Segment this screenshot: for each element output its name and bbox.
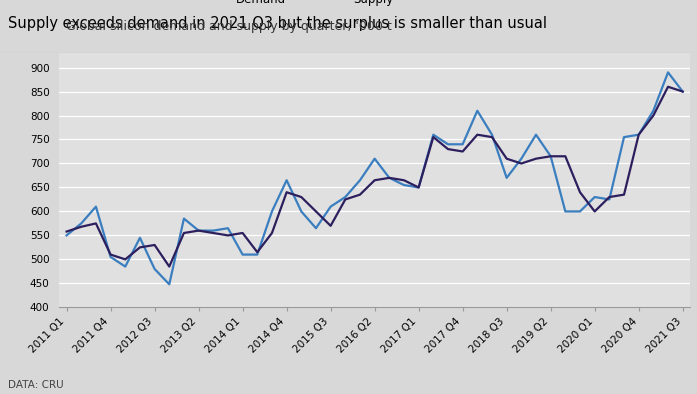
Demand (180, 230, 188, 235)
Supply (649, 108, 657, 113)
Demand (590, 209, 599, 214)
Demand (503, 156, 511, 161)
Demand (459, 149, 467, 154)
Supply (634, 132, 643, 137)
Demand (312, 209, 320, 214)
Supply (77, 221, 86, 226)
Demand (209, 230, 217, 235)
Demand (224, 233, 232, 238)
Supply (415, 185, 423, 190)
Demand (620, 192, 628, 197)
Demand (678, 89, 687, 94)
Text: DATA: CRU: DATA: CRU (8, 380, 64, 390)
Demand (77, 225, 86, 229)
Demand (326, 223, 335, 228)
Demand (385, 175, 394, 180)
Demand (634, 132, 643, 137)
Supply (503, 175, 511, 180)
Demand (165, 264, 174, 269)
Demand (415, 185, 423, 190)
Supply (664, 70, 672, 75)
Demand (136, 245, 144, 250)
Line: Supply: Supply (67, 72, 682, 284)
Supply (180, 216, 188, 221)
Demand (576, 190, 584, 195)
Supply (194, 228, 203, 233)
Demand (605, 195, 613, 199)
Demand (444, 147, 452, 151)
Supply (473, 108, 482, 113)
Demand (268, 230, 276, 235)
Supply (605, 197, 613, 202)
Demand (532, 156, 540, 161)
Supply (326, 204, 335, 209)
Supply (136, 236, 144, 240)
Supply (620, 135, 628, 139)
Demand (282, 190, 291, 195)
Supply (253, 252, 261, 257)
Supply (282, 178, 291, 183)
Supply (590, 195, 599, 199)
Text: Supply exceeds demand in 2021 Q3 but the surplus is smaller than usual: Supply exceeds demand in 2021 Q3 but the… (8, 17, 547, 32)
Demand (400, 178, 408, 183)
Line: Demand: Demand (67, 87, 682, 267)
Demand (238, 230, 247, 235)
Supply (444, 142, 452, 147)
Supply (63, 233, 71, 238)
Supply (92, 204, 100, 209)
Supply (429, 132, 438, 137)
Demand (92, 221, 100, 226)
Demand (546, 154, 555, 159)
Supply (678, 89, 687, 94)
Demand (517, 161, 526, 166)
Supply (561, 209, 569, 214)
Demand (297, 195, 305, 199)
Supply (107, 255, 115, 259)
Supply (546, 154, 555, 159)
Supply (576, 209, 584, 214)
Supply (224, 226, 232, 230)
Supply (517, 156, 526, 161)
Supply (488, 132, 496, 137)
Supply (209, 228, 217, 233)
Supply (165, 282, 174, 287)
Demand (341, 197, 349, 202)
Demand (429, 135, 438, 139)
Text: Global silicon demand and supply by quarter, '000 t: Global silicon demand and supply by quar… (66, 20, 391, 33)
Demand (107, 252, 115, 257)
Supply (238, 252, 247, 257)
Demand (488, 135, 496, 139)
Demand (355, 192, 364, 197)
Supply (268, 209, 276, 214)
Demand (253, 250, 261, 255)
Supply (355, 178, 364, 183)
Demand (649, 113, 657, 118)
Demand (561, 154, 569, 159)
Demand (664, 84, 672, 89)
Supply (297, 209, 305, 214)
Supply (400, 183, 408, 188)
Demand (63, 229, 71, 234)
Demand (194, 228, 203, 233)
Supply (459, 142, 467, 147)
Supply (532, 132, 540, 137)
Supply (121, 264, 130, 269)
Supply (151, 267, 159, 271)
Supply (371, 156, 379, 161)
Legend: Demand, Supply: Demand, Supply (199, 0, 399, 10)
Demand (371, 178, 379, 183)
Demand (473, 132, 482, 137)
Supply (341, 195, 349, 199)
Supply (312, 226, 320, 230)
Demand (151, 243, 159, 247)
Supply (385, 175, 394, 180)
Demand (121, 257, 130, 262)
